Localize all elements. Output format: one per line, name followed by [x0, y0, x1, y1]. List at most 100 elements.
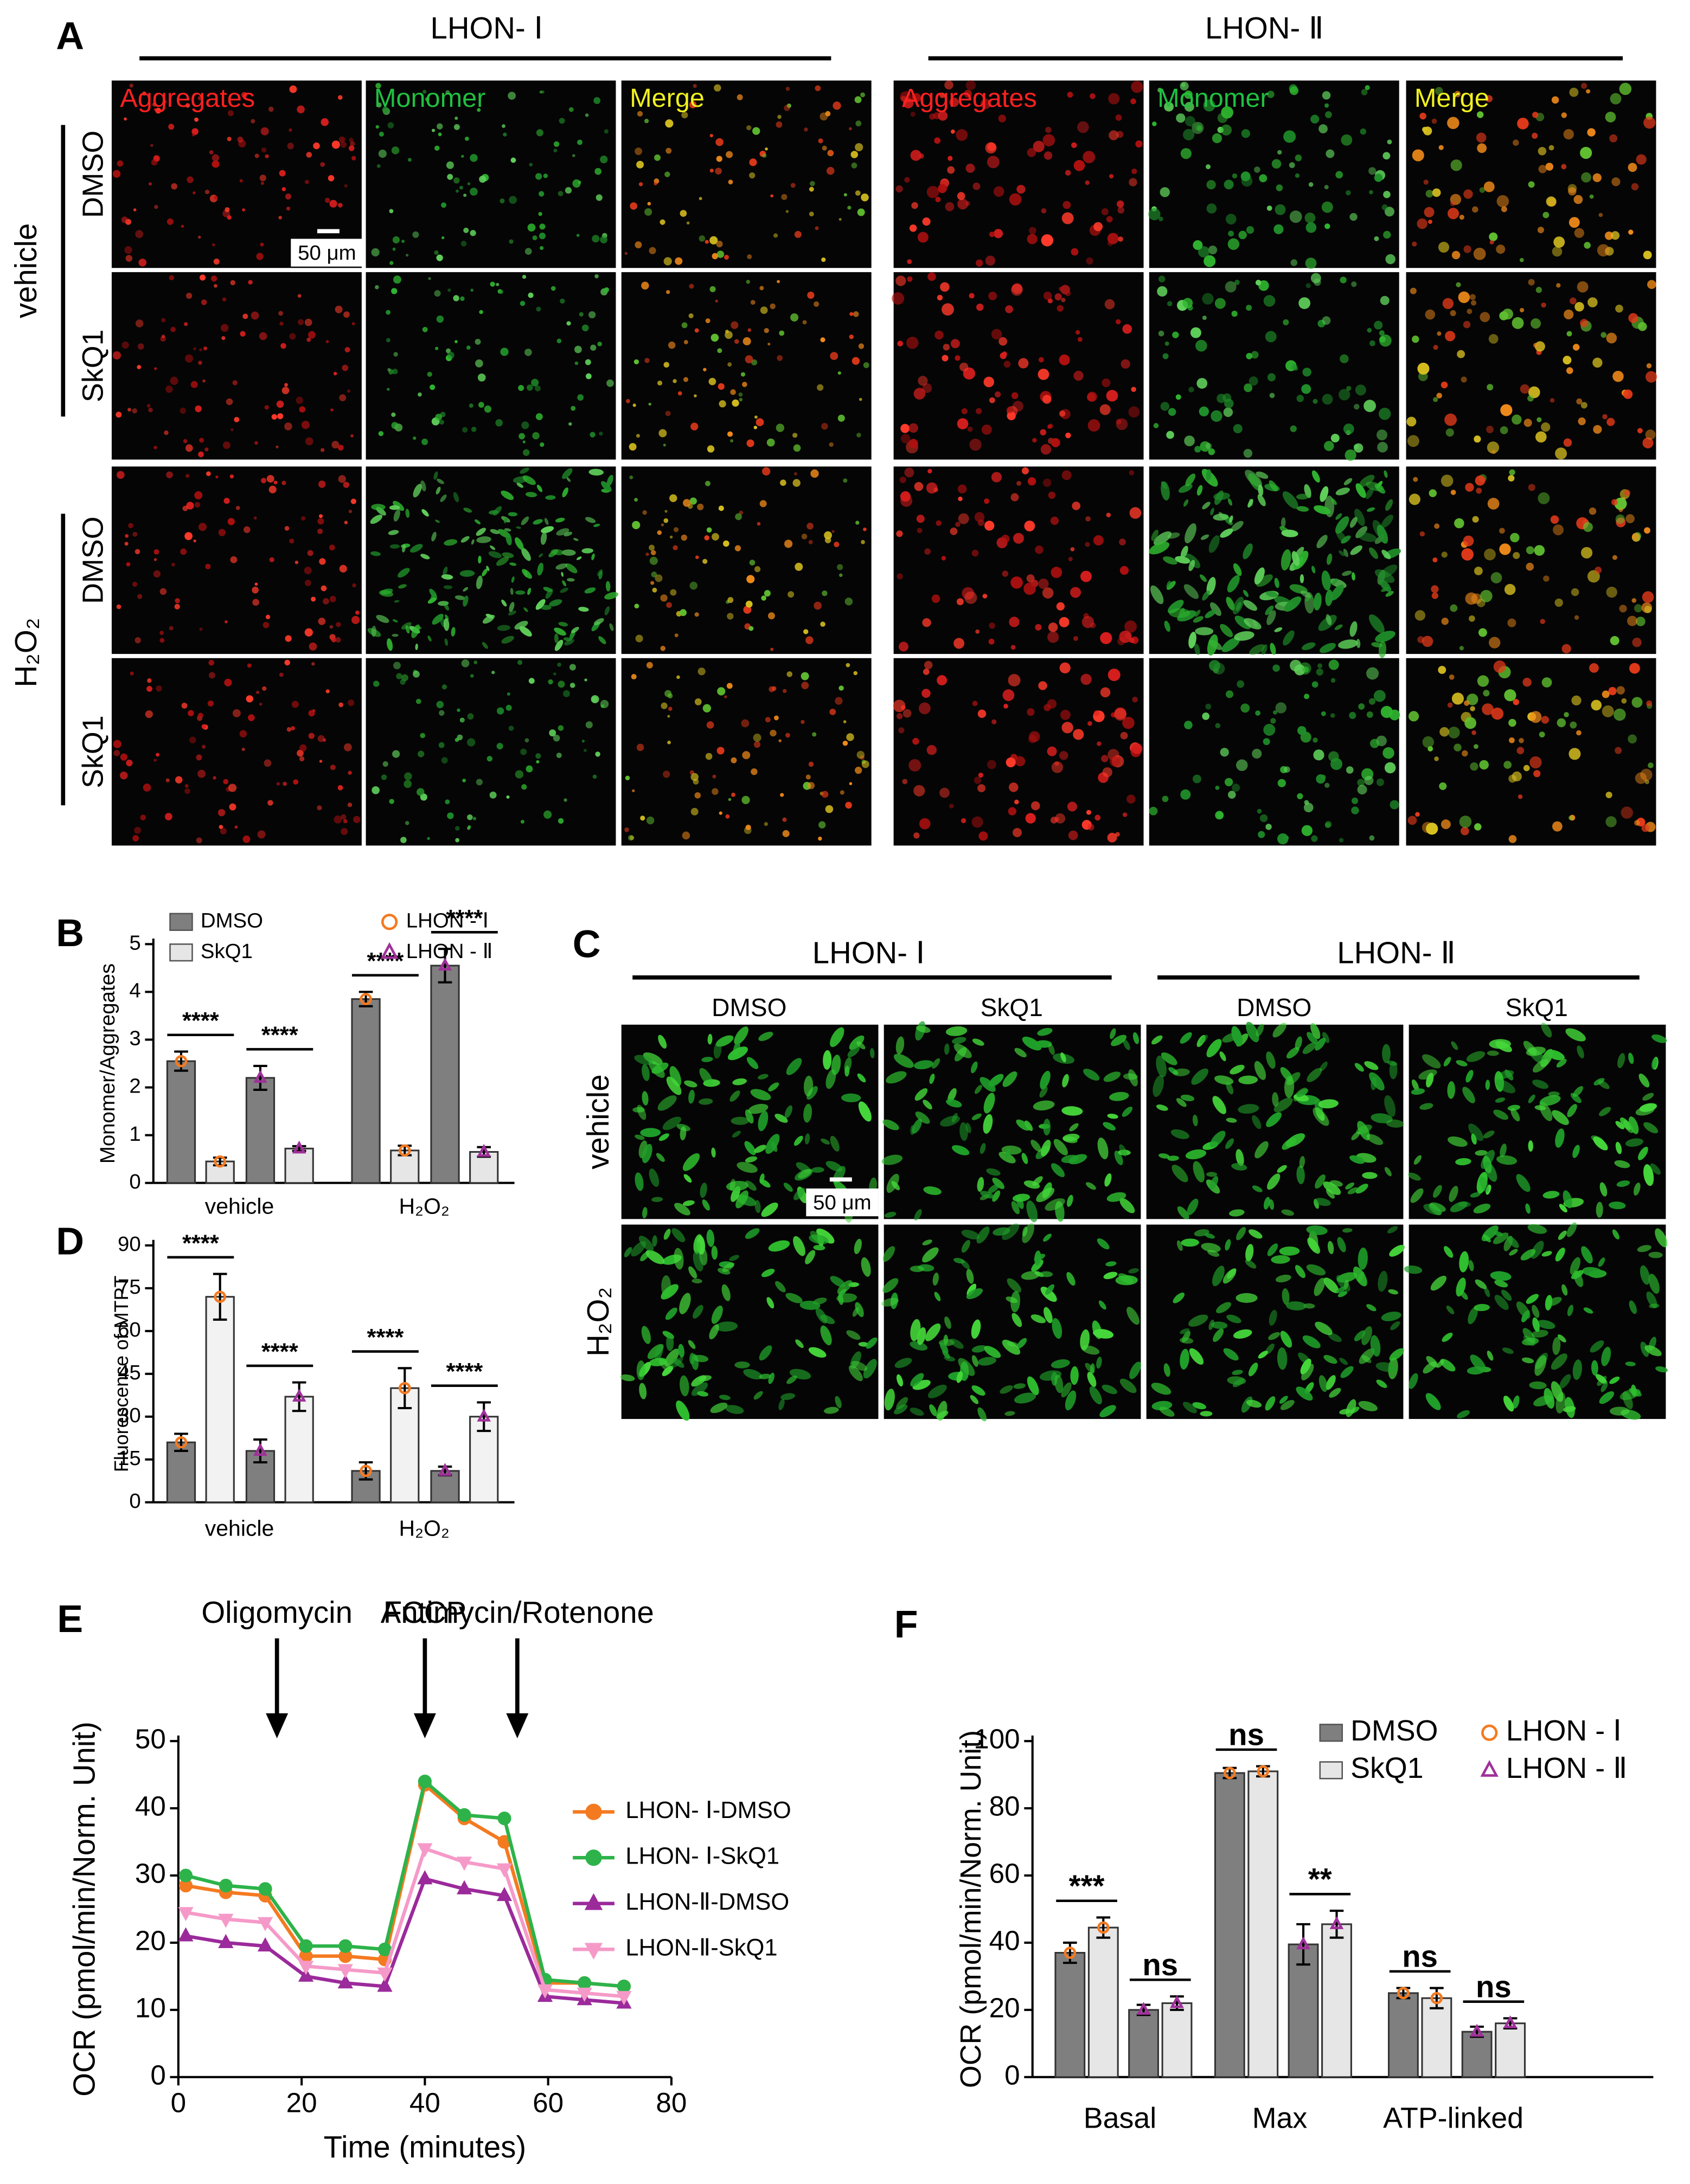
cell [964, 89, 972, 98]
cell [1551, 1353, 1567, 1370]
cell [441, 236, 445, 240]
cell [1323, 1181, 1341, 1195]
cell [1159, 1406, 1175, 1417]
cell [1572, 344, 1580, 351]
cell [640, 1128, 661, 1138]
panel-label: F [894, 1603, 918, 1646]
cell [714, 84, 721, 92]
cell [728, 179, 733, 185]
cell [1059, 617, 1070, 627]
significance-label: **** [261, 1023, 298, 1049]
cell [1299, 1155, 1305, 1168]
cell [574, 361, 579, 365]
cell [1192, 1114, 1198, 1127]
cell [1542, 1191, 1560, 1199]
cell [853, 311, 859, 317]
cell [318, 618, 326, 625]
marker [477, 1409, 491, 1422]
cell [1207, 1250, 1220, 1257]
cell [392, 619, 398, 622]
cell [387, 388, 390, 391]
cell [556, 338, 562, 344]
cell [938, 184, 947, 194]
cell [519, 626, 532, 637]
cell [323, 598, 329, 605]
cell [1537, 227, 1544, 234]
cell [668, 706, 673, 711]
cell [440, 494, 447, 502]
cell [592, 235, 600, 243]
cell [1014, 1392, 1036, 1404]
cell [709, 1324, 719, 1340]
cell [415, 698, 421, 704]
x-tick-label: 60 [533, 2087, 564, 2118]
cell [1173, 1068, 1190, 1076]
cell [683, 340, 688, 344]
cell [770, 647, 774, 651]
cell [1581, 1246, 1593, 1264]
marker [298, 1961, 314, 1975]
cell [956, 129, 968, 141]
cell [1302, 642, 1316, 651]
cell [590, 432, 596, 438]
cell [153, 570, 161, 578]
cell [1314, 1198, 1331, 1206]
cell [1347, 1187, 1359, 1194]
cell [1631, 183, 1639, 191]
cell [127, 408, 131, 412]
cell [1231, 521, 1244, 532]
cell [539, 553, 543, 558]
cell [279, 322, 284, 326]
cell [460, 536, 470, 543]
cell [1180, 1328, 1190, 1334]
cell [1483, 181, 1495, 192]
cell [214, 196, 218, 200]
cell [1205, 1233, 1215, 1239]
cell [1205, 442, 1212, 449]
cell [1446, 1305, 1455, 1314]
cell [211, 275, 217, 282]
channel-label: Merge [1414, 83, 1489, 113]
cell [1068, 1154, 1087, 1165]
cell [922, 383, 932, 393]
cell [601, 481, 612, 492]
cell [1615, 514, 1625, 524]
cell [666, 1076, 682, 1095]
cell [706, 527, 712, 533]
cell [1002, 689, 1015, 701]
cell [1500, 426, 1508, 434]
cell [1094, 814, 1101, 821]
cell [1519, 258, 1524, 262]
cell [213, 258, 220, 265]
cell [1279, 1396, 1288, 1404]
marker [617, 1979, 631, 1994]
cell [1606, 332, 1617, 344]
cell [1644, 606, 1652, 613]
cell [1647, 280, 1656, 289]
cell [386, 338, 391, 343]
cell [1100, 687, 1111, 698]
cell [924, 548, 931, 555]
cell [1479, 1176, 1489, 1192]
marker [496, 1863, 513, 1878]
cell [818, 821, 826, 829]
cell [1301, 384, 1311, 394]
y-axis-title: OCR (pmol/min/Norm. Unit) [955, 1730, 987, 2088]
cell [1337, 1291, 1348, 1297]
cell [727, 1046, 748, 1061]
channel-label: Merge [630, 83, 705, 113]
cell [694, 612, 699, 617]
cell [280, 343, 286, 349]
cell [242, 313, 248, 319]
cell [1316, 774, 1326, 784]
cell [945, 1026, 968, 1036]
cell [1438, 666, 1446, 674]
cell [634, 498, 638, 502]
cell [1541, 1251, 1552, 1257]
cell [202, 379, 206, 383]
marker [457, 1880, 472, 1894]
cell [161, 335, 165, 338]
cell [191, 128, 199, 135]
marker [377, 1942, 392, 1956]
cell [971, 1319, 981, 1339]
